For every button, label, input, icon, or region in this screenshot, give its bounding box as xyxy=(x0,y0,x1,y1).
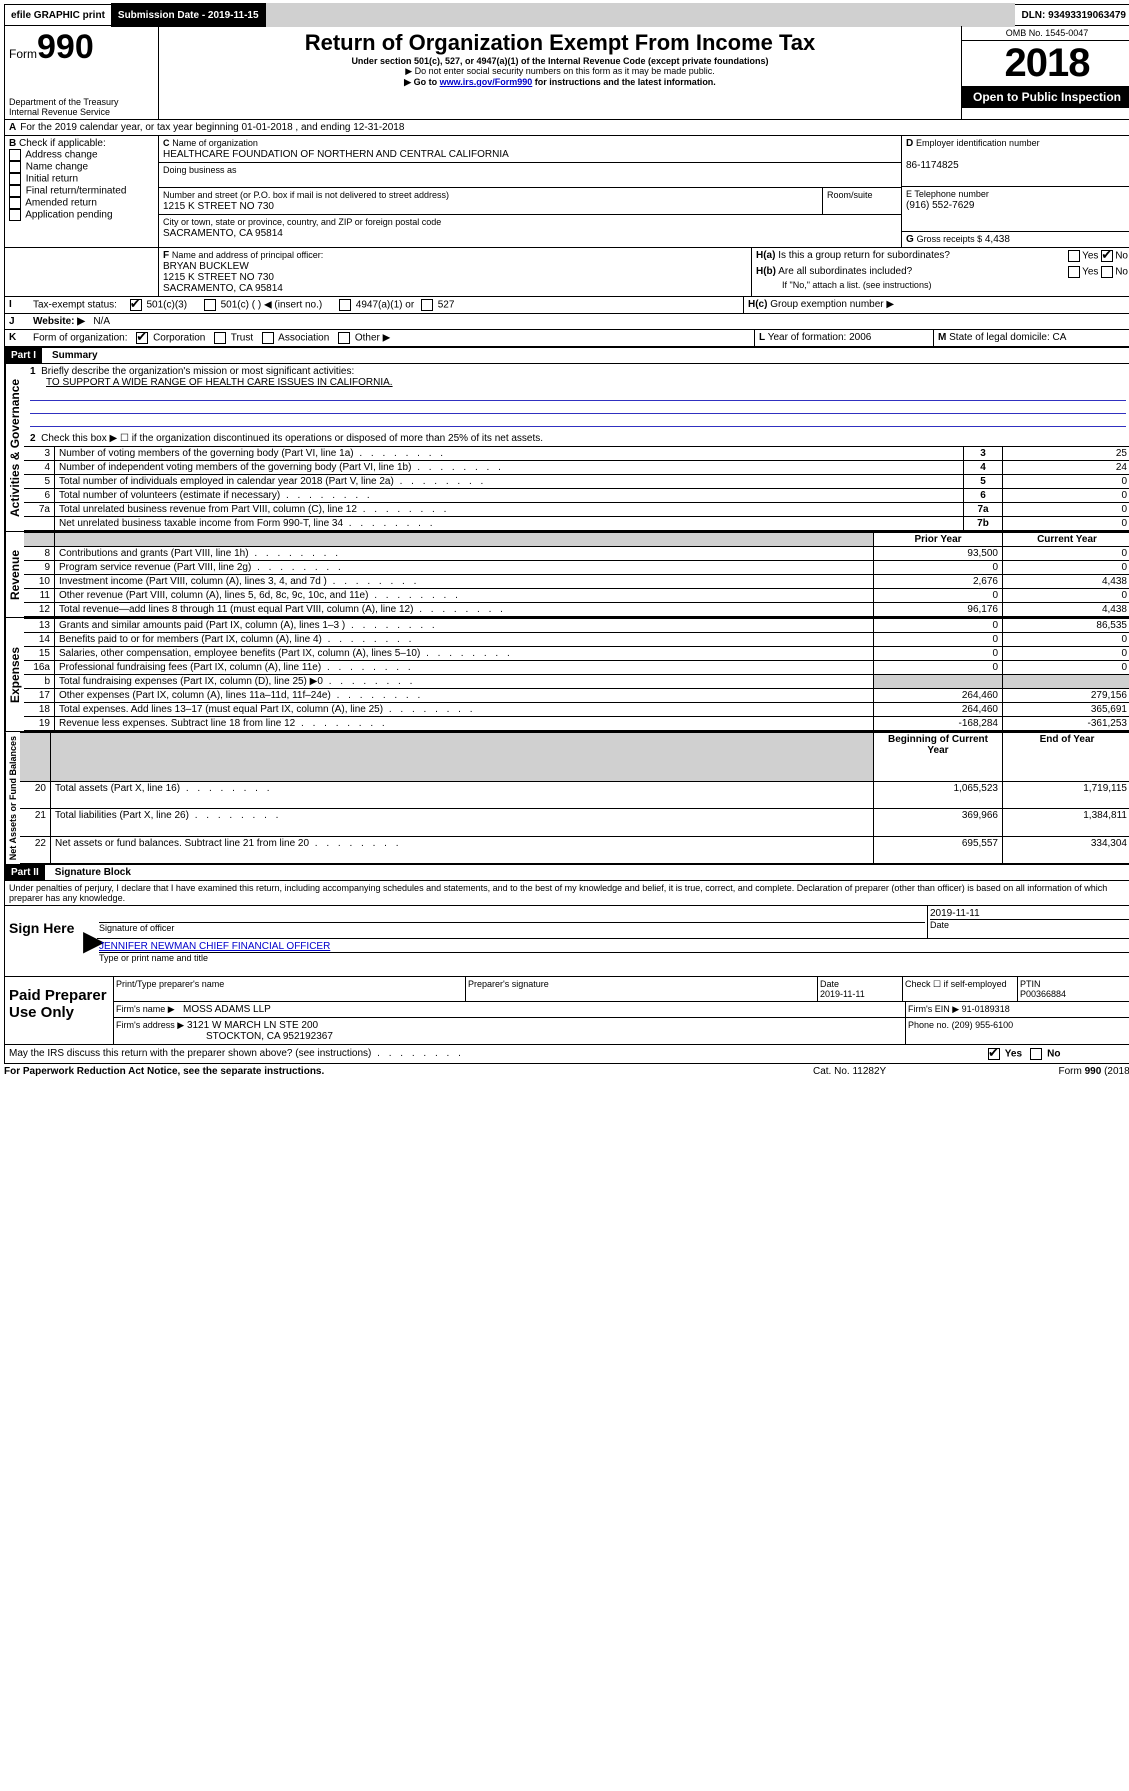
part2-title: Signature Block xyxy=(55,867,131,878)
discuss-question: May the IRS discuss this return with the… xyxy=(9,1048,988,1060)
cb-assoc[interactable] xyxy=(262,332,274,344)
sign-arrow-icon: ▶ xyxy=(83,906,97,976)
dept-irs: Internal Revenue Service xyxy=(9,107,154,117)
state-domicile: CA xyxy=(1053,332,1067,343)
footer-form: Form 990 (2018) xyxy=(993,1066,1129,1077)
cb-app-pending[interactable] xyxy=(9,209,21,221)
cb-address-change[interactable] xyxy=(9,149,21,161)
perjury-text: Under penalties of perjury, I declare th… xyxy=(4,881,1129,906)
cb-name-change[interactable] xyxy=(9,161,21,173)
cb-other[interactable] xyxy=(338,332,350,344)
cb-trust[interactable] xyxy=(214,332,226,344)
form-subtitle: Under section 501(c), 527, or 4947(a)(1)… xyxy=(163,56,957,66)
firm-ein: 91-0189318 xyxy=(962,1004,1010,1014)
officer-name: BRYAN BUCKLEW xyxy=(163,261,249,272)
cb-4947[interactable] xyxy=(339,299,351,311)
cb-amended[interactable] xyxy=(9,197,21,209)
part1-label: Part I xyxy=(5,348,42,363)
cb-527[interactable] xyxy=(421,299,433,311)
officer-signed-name[interactable]: JENNIFER NEWMAN CHIEF FINANCIAL OFFICER xyxy=(99,941,330,952)
cb-corp[interactable] xyxy=(136,332,148,344)
form-number: Form990 xyxy=(9,28,154,67)
sign-here-label: Sign Here xyxy=(5,906,83,976)
submission-date-button[interactable]: Submission Date - 2019-11-15 xyxy=(112,3,266,27)
ein-value: 86-1174825 xyxy=(906,160,959,171)
cb-hb-no[interactable] xyxy=(1101,266,1113,278)
line-a: AFor the 2019 calendar year, or tax year… xyxy=(4,120,1129,136)
omb-number: OMB No. 1545-0047 xyxy=(962,26,1129,41)
open-public-badge: Open to Public Inspection xyxy=(962,86,1129,108)
cb-ha-no[interactable] xyxy=(1101,250,1113,262)
org-city: SACRAMENTO, CA 95814 xyxy=(163,228,283,239)
irs-link[interactable]: www.irs.gov/Form990 xyxy=(440,77,533,87)
form-header: Form990 Department of the Treasury Inter… xyxy=(4,26,1129,120)
note-ssn: ▶ Do not enter social security numbers o… xyxy=(163,66,957,77)
side-governance: Activities & Governance xyxy=(5,364,24,531)
tax-year: 2018 xyxy=(962,41,1129,86)
cb-discuss-no[interactable] xyxy=(1030,1048,1042,1060)
side-expenses: Expenses xyxy=(5,618,24,731)
footer-pra: For Paperwork Reduction Act Notice, see … xyxy=(4,1066,813,1077)
entity-block: B Check if applicable: Address change Na… xyxy=(4,136,1129,248)
footer-cat: Cat. No. 11282Y xyxy=(813,1066,993,1077)
netassets-table: Beginning of Current YearEnd of Year20To… xyxy=(20,732,1129,864)
expenses-table: 13Grants and similar amounts paid (Part … xyxy=(24,618,1129,731)
firm-phone: (209) 955-6100 xyxy=(952,1020,1014,1030)
firm-addr1: 3121 W MARCH LN STE 200 xyxy=(187,1020,318,1031)
cb-hb-yes[interactable] xyxy=(1068,266,1080,278)
officer-block: F Name and address of principal officer:… xyxy=(4,248,1129,297)
sig-date: 2019-11-11 xyxy=(930,908,980,919)
firm-addr2: STOCKTON, CA 952192367 xyxy=(206,1031,333,1042)
gross-receipts: 4,438 xyxy=(985,234,1010,245)
mission-text: TO SUPPORT A WIDE RANGE OF HEALTH CARE I… xyxy=(46,377,393,388)
dept-treasury: Department of the Treasury xyxy=(9,97,154,107)
part2-label: Part II xyxy=(5,865,45,880)
revenue-table: Prior YearCurrent Year8Contributions and… xyxy=(24,532,1129,617)
year-formation: 2006 xyxy=(849,332,871,343)
form-title: Return of Organization Exempt From Incom… xyxy=(163,30,957,56)
cb-initial-return[interactable] xyxy=(9,173,21,185)
top-spacer xyxy=(266,3,1016,27)
note-link: ▶ Go to www.irs.gov/Form990 for instruct… xyxy=(163,77,957,88)
cb-501c3[interactable] xyxy=(130,299,142,311)
phone-value: (916) 552-7629 xyxy=(906,200,974,211)
form-org-row: K Form of organization: Corporation Trus… xyxy=(4,330,1129,347)
dln-label: DLN: 93493319063479 xyxy=(1015,3,1129,27)
part1-title: Summary xyxy=(52,350,98,361)
cb-501c[interactable] xyxy=(204,299,216,311)
top-bar: efile GRAPHIC print Submission Date - 20… xyxy=(4,4,1129,26)
governance-table: 3Number of voting members of the governi… xyxy=(24,446,1129,531)
org-name: HEALTHCARE FOUNDATION OF NORTHERN AND CE… xyxy=(163,149,509,160)
tax-exempt-row: I Tax-exempt status: 501(c)(3) 501(c) ( … xyxy=(4,297,1129,314)
cb-final-return[interactable] xyxy=(9,185,21,197)
paid-preparer-label: Paid Preparer Use Only xyxy=(5,977,113,1044)
org-address: 1215 K STREET NO 730 xyxy=(163,201,274,212)
cb-discuss-yes[interactable] xyxy=(988,1048,1000,1060)
firm-name: MOSS ADAMS LLP xyxy=(183,1004,271,1015)
efile-label: efile GRAPHIC print xyxy=(5,3,112,27)
website-row: J Website: ▶ N/A xyxy=(4,314,1129,330)
website-value: N/A xyxy=(93,316,110,327)
side-revenue: Revenue xyxy=(5,532,24,617)
ptin-value: P00366884 xyxy=(1020,989,1066,999)
cb-ha-yes[interactable] xyxy=(1068,250,1080,262)
side-netassets: Net Assets or Fund Balances xyxy=(5,732,20,864)
